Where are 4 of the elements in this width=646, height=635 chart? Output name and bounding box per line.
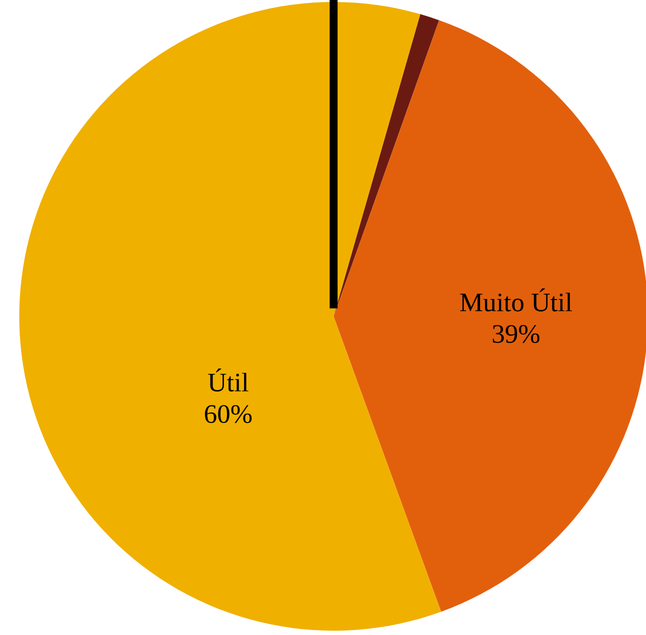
data-label: 39% [492,325,540,344]
slice-label: Útil [208,368,248,392]
data-label: 60% [204,405,252,424]
slice-label: Muito Útil [460,288,572,312]
